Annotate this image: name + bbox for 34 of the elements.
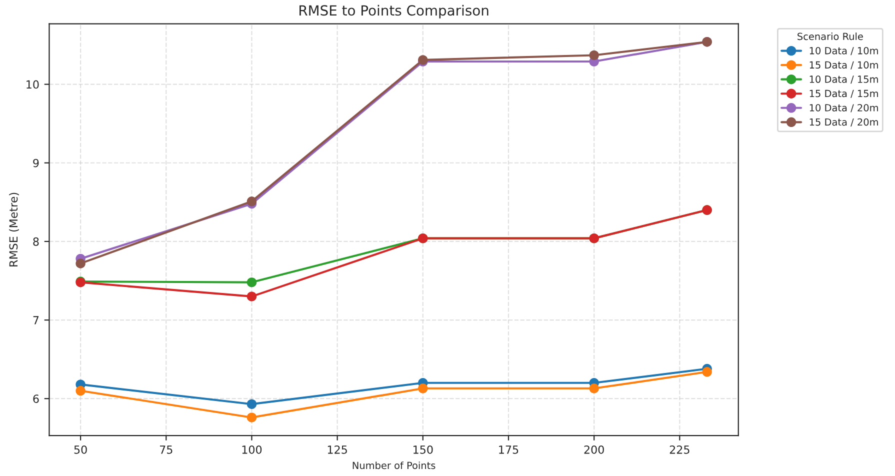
point — [589, 384, 599, 394]
legend-label: 10 Data / 20m — [810, 104, 878, 112]
point — [418, 384, 428, 394]
y-tick-label: 10 — [26, 80, 39, 89]
point — [246, 277, 257, 288]
point — [246, 412, 257, 422]
legend-label: 10 Data / 15m — [810, 76, 878, 84]
x-tick-label: 175 — [499, 446, 518, 454]
x-tick-label: 125 — [328, 445, 347, 454]
point — [246, 292, 257, 302]
legend-label: 15 Data / 10m — [810, 61, 878, 70]
legend-label: 15 Data / 20m — [810, 118, 878, 126]
x-tick-label: 100 — [242, 445, 262, 454]
y-axis-title: RMSE (Metre) — [9, 192, 19, 266]
y-tick-label: 8 — [33, 237, 39, 246]
x-tick-label: 225 — [670, 445, 690, 454]
point — [76, 386, 86, 396]
point — [246, 196, 257, 206]
legend-title: Scenario Rule — [798, 32, 863, 40]
x-tick-label: 150 — [414, 445, 433, 454]
y-tick-label: 7 — [33, 316, 39, 324]
y-tick-label: 6 — [33, 394, 39, 403]
x-axis-title: Number of Points — [352, 462, 436, 470]
point — [76, 258, 86, 268]
y-tick-label: 9 — [33, 158, 39, 168]
legend-label: 10 Data / 10m — [810, 46, 878, 56]
chart-title: RMSE to Points Comparison — [300, 4, 488, 18]
point — [702, 367, 712, 377]
x-tick-label: 75 — [160, 446, 172, 454]
point — [589, 50, 599, 60]
x-tick-label: 200 — [584, 445, 604, 454]
point — [246, 399, 257, 409]
x-tick-label: 50 — [74, 445, 87, 454]
legend-label: 15 Data / 15m — [810, 90, 878, 98]
